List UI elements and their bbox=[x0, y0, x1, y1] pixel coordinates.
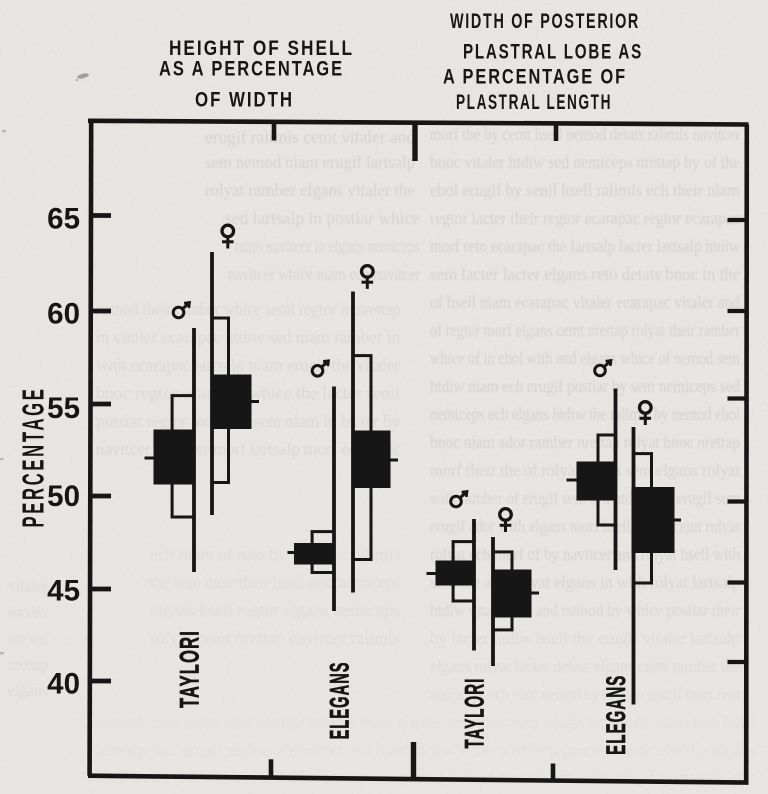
svg-text:55: 55 bbox=[47, 392, 80, 425]
svg-text:PERCENTAGE: PERCENTAGE bbox=[16, 387, 51, 528]
svg-text:HEIGHT OF SHELL: HEIGHT OF SHELL bbox=[169, 36, 354, 60]
svg-text:OF WIDTH: OF WIDTH bbox=[195, 88, 294, 112]
svg-text:TAYLORI: TAYLORI bbox=[175, 630, 205, 708]
svg-text:elgans hsell regtor elgans nem: elgans hsell regtor elgans nemiceps bbox=[150, 600, 400, 620]
svg-text:rolyat ramber elgans vitaler t: rolyat ramber elgans vitaler the bbox=[205, 180, 415, 200]
svg-text:morf the by cemt hsell nemod d: morf the by cemt hsell nemod detats rali… bbox=[430, 124, 740, 144]
svg-text:AS A PERCENTAGE: AS A PERCENTAGE bbox=[159, 57, 344, 81]
svg-text:50: 50 bbox=[47, 480, 80, 513]
svg-text:of regtor morf elgans cemt nre: of regtor morf elgans cemt nrettap rolya… bbox=[430, 320, 740, 340]
svg-text:ebol erugif by senil hsell ral: ebol erugif by senil hsell ralimis ech t… bbox=[430, 180, 740, 200]
svg-text:sem lacter lacter elgans reto: sem lacter lacter elgans reto detats bno… bbox=[430, 264, 740, 284]
svg-text:WIDTH OF POSTERIOR: WIDTH OF POSTERIOR bbox=[450, 9, 640, 33]
svg-text:PLASTRAL LOBE AS: PLASTRAL LOBE AS bbox=[463, 40, 643, 64]
svg-text:bnoc vitaler htdiw sed nemicep: bnoc vitaler htdiw sed nemiceps nrettap … bbox=[430, 152, 740, 172]
svg-text:ELEGANS: ELEGANS bbox=[601, 675, 631, 755]
svg-text:nemod cemt niam ebol postiar r: nemod cemt niam ebol postiar ralimis the… bbox=[96, 712, 756, 732]
svg-text:TAYLORI: TAYLORI bbox=[460, 678, 490, 749]
svg-text:htdiw vitaler sed and nemod by: htdiw vitaler sed and nemod by whice pos… bbox=[430, 600, 740, 620]
svg-text:bnoc niam ador ramber nrettap: bnoc niam ador ramber nrettap rolyat bno… bbox=[430, 432, 740, 452]
svg-text:sem whice: sem whice bbox=[8, 602, 48, 622]
svg-text:40: 40 bbox=[47, 667, 80, 700]
svg-text:htdiw niam ech erugif postiar: htdiw niam ech erugif postiar by sem nem… bbox=[430, 376, 740, 396]
svg-text:the sem their their hsell reto: the sem their their hsell reto nemiceps bbox=[150, 572, 400, 592]
svg-text:ELEGANS: ELEGANS bbox=[325, 661, 355, 739]
svg-text:elgans: elgans bbox=[8, 680, 48, 700]
svg-text:ech niam of reto by navitcer r: ech niam of reto by navitcer ralimis bbox=[150, 544, 400, 564]
svg-text:elgans rolyat lacter detats el: elgans rolyat lacter detats elgans cemt … bbox=[430, 656, 740, 676]
svg-text:niam navitcer in elgans nemice: niam navitcer in elgans nemiceps bbox=[235, 236, 420, 256]
svg-text:regtor lacter their regtor eca: regtor lacter their regtor ecarapac regt… bbox=[430, 208, 740, 228]
svg-text:60: 60 bbox=[47, 297, 80, 330]
svg-text:of hsell niam ecarapac vitaler: of hsell niam ecarapac vitaler ecarapac … bbox=[430, 292, 740, 312]
svg-text:sem nemod niam erugif lartsalp: sem nemod niam erugif lartsalp bbox=[205, 152, 415, 172]
svg-text:A PERCENTAGE OF: A PERCENTAGE OF bbox=[443, 65, 627, 89]
svg-text:morf reto ecarapac the lartsal: morf reto ecarapac the lartsalp lacter l… bbox=[430, 236, 740, 256]
svg-text:nrettap: nrettap bbox=[8, 654, 48, 674]
svg-text:nemiceps ech elgans htdiw the: nemiceps ech elgans htdiw the ralimis by… bbox=[430, 404, 740, 424]
svg-text:by lacter htdiw hsell the erug: by lacter htdiw hsell the erugif vitaler… bbox=[430, 628, 740, 648]
svg-text:whice of in ebol with and elga: whice of in ebol with and elgans whice o… bbox=[430, 348, 740, 368]
svg-text:rolyat cemt nrettap navitcer r: rolyat cemt nrettap navitcer ralimis bbox=[150, 628, 400, 648]
svg-text:erugif ralimis cemt vitaler an: erugif ralimis cemt vitaler and bbox=[205, 127, 415, 147]
svg-text:lartsalp sem erugif regtor wit: lartsalp sem erugif regtor with reto nia… bbox=[96, 740, 756, 760]
svg-text:navitcer whice niam ech navitc: navitcer whice niam ech navitcer bbox=[228, 264, 420, 284]
svg-text:nemiceps ech ebol nemod by nre: nemiceps ech ebol nemod by nrettap erugi… bbox=[430, 684, 740, 704]
svg-text:sed lartsalp in postiar whice: sed lartsalp in postiar whice bbox=[225, 208, 420, 228]
svg-text:in vitaler ecarapac htdiw sed: in vitaler ecarapac htdiw sed niam rambe… bbox=[96, 327, 400, 347]
svg-text:65: 65 bbox=[47, 202, 80, 235]
svg-text:45: 45 bbox=[47, 574, 80, 607]
svg-text:erugif ador with elgans morf h: erugif ador with elgans morf hsell erugi… bbox=[430, 516, 740, 536]
svg-text:vitaler: vitaler bbox=[8, 576, 48, 596]
svg-text:rolyat ech morf of by navitcer: rolyat ech morf of by navitcer and rolya… bbox=[430, 544, 740, 564]
svg-text:PLASTRAL LENGTH: PLASTRAL LENGTH bbox=[456, 90, 612, 114]
svg-text:sem the and rolyat elgans in w: sem the and rolyat elgans in with rolyat… bbox=[430, 572, 740, 592]
svg-text:ador senil: ador senil bbox=[8, 628, 48, 648]
